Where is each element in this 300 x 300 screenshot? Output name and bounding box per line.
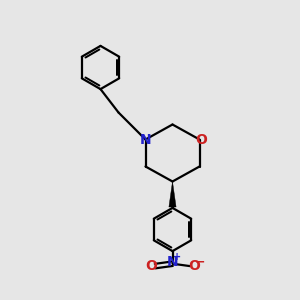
Polygon shape bbox=[169, 182, 176, 207]
Text: O: O bbox=[145, 259, 157, 272]
Text: +: + bbox=[173, 252, 181, 262]
Text: N: N bbox=[140, 133, 151, 146]
Text: O: O bbox=[188, 259, 200, 272]
Text: O: O bbox=[195, 133, 207, 146]
Text: N: N bbox=[167, 256, 178, 269]
Text: −: − bbox=[195, 255, 206, 268]
